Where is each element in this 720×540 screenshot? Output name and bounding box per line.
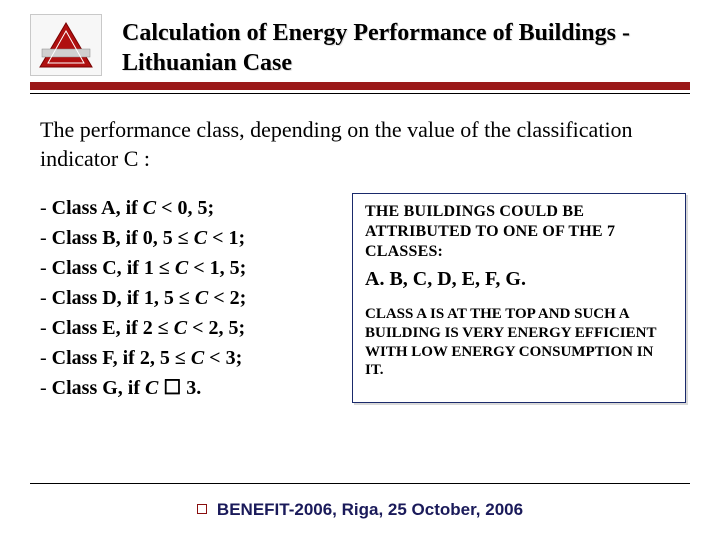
class-line: - Class D, if 1, 5 ≤ C < 2; [40,283,330,313]
class-label: Class B, [52,227,126,249]
class-label: Class F, [52,347,123,369]
intro-text: The performance class, depending on the … [0,94,720,173]
header: Calculation of Energy Performance of Bui… [0,0,720,78]
class-line: - Class E, if 2 ≤ C < 2, 5; [40,313,330,343]
page-title: Calculation of Energy Performance of Bui… [122,14,690,78]
class-label: Class E, [52,317,126,339]
content-row: - Class A, if C < 0, 5;- Class B, if 0, … [0,173,720,403]
logo [30,14,102,76]
class-label: Class G, [52,377,128,399]
footer-text: BENEFIT-2006, Riga, 25 October, 2006 [217,500,523,519]
bullet-icon [197,504,207,514]
footer-rule [30,483,690,484]
class-line: - Class G, if C ☐ 3. [40,373,330,403]
class-label: Class C, [52,257,127,279]
class-list: - Class A, if C < 0, 5;- Class B, if 0, … [40,193,330,403]
title-underline [30,82,690,94]
logo-svg [36,19,96,71]
class-line: - Class B, if 0, 5 ≤ C < 1; [40,223,330,253]
class-line: - Class C, if 1 ≤ C < 1, 5; [40,253,330,283]
class-line: - Class A, if C < 0, 5; [40,193,330,223]
info-box: THE BUILDINGS COULD BE ATTRIBUTED TO ONE… [352,193,686,403]
box-heading: THE BUILDINGS COULD BE ATTRIBUTED TO ONE… [365,202,673,262]
class-line: - Class F, if 2, 5 ≤ C < 3; [40,343,330,373]
box-description: CLASS A IS AT THE TOP AND SUCH A BUILDIN… [365,305,673,380]
class-label: Class A, [52,197,126,219]
box-classes: A. B, C, D, E, F, G. [365,268,673,291]
footer: BENEFIT-2006, Riga, 25 October, 2006 [0,500,720,520]
class-label: Class D, [52,287,127,309]
